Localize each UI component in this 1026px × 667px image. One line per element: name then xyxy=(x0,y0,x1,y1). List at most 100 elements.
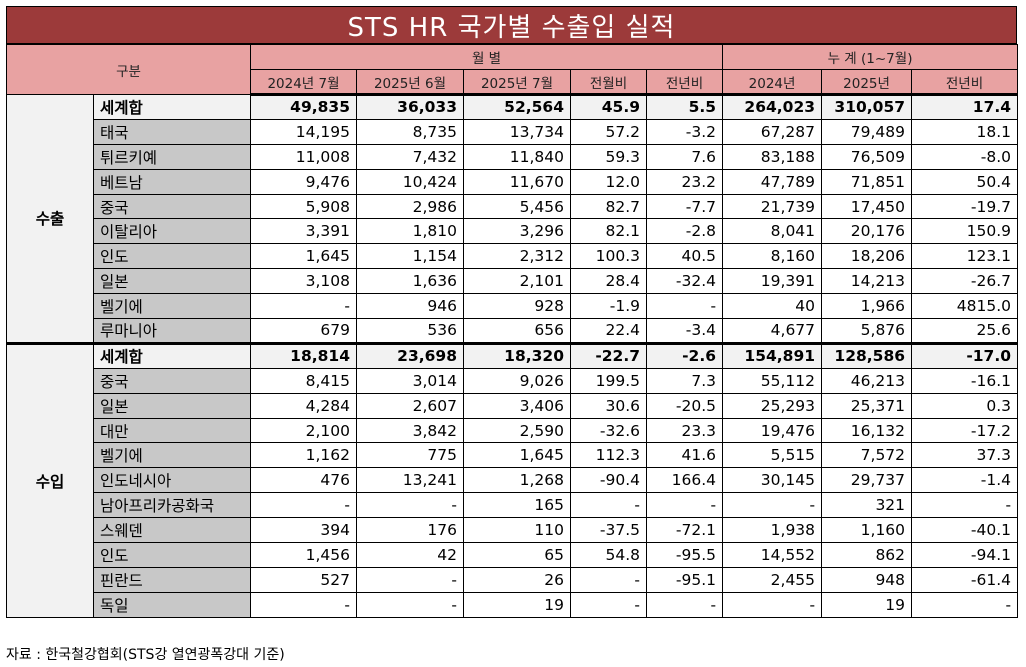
value-cell: 19,391 xyxy=(722,268,823,295)
value-cell: - xyxy=(356,492,464,519)
value-cell: 42 xyxy=(356,542,464,568)
country-name: 중국 xyxy=(93,367,251,394)
value-cell: - xyxy=(356,591,464,618)
value-cell: 25,293 xyxy=(722,392,823,419)
value-cell: -22.7 xyxy=(570,341,647,369)
value-cell: -17.2 xyxy=(911,417,1019,444)
value-cell: 3,014 xyxy=(356,367,464,394)
col-header: 2025년 7월 xyxy=(463,69,571,96)
value-cell: 928 xyxy=(463,293,571,320)
country-name: 스웨덴 xyxy=(93,517,251,544)
value-cell: - xyxy=(250,293,357,320)
country-name: 남아프리카공화국 xyxy=(93,492,251,519)
country-name: 튀르키예 xyxy=(93,143,251,170)
value-cell: 9,026 xyxy=(463,367,571,394)
value-cell: 46,213 xyxy=(821,367,913,394)
value-cell: 536 xyxy=(356,318,464,344)
country-name: 대만 xyxy=(93,417,251,444)
value-cell: 16,132 xyxy=(821,417,913,444)
value-cell: 1,160 xyxy=(821,517,913,544)
value-cell: 1,268 xyxy=(463,467,571,494)
value-cell: 3,842 xyxy=(356,417,464,444)
table-row: 수출 세계합 49,835 36,033 52,564 45.9 5.5 264,023 310… xyxy=(6,94,1019,344)
value-cell: 13,734 xyxy=(463,118,571,145)
country-name: 세계합 xyxy=(93,341,251,369)
value-cell: 2,607 xyxy=(356,392,464,419)
value-cell: 45.9 xyxy=(570,94,647,120)
value-cell: 1,162 xyxy=(250,442,357,469)
country-name: 루마니아 xyxy=(93,318,251,344)
trade-table: 구분 월 별 누 계 (1~7월) 2024년 7월 2025년 6월 2025… xyxy=(6,44,1019,618)
value-cell: 2,100 xyxy=(250,417,357,444)
value-cell: -19.7 xyxy=(911,193,1019,220)
value-cell: 76,509 xyxy=(821,143,913,170)
country-name: 일본 xyxy=(93,268,251,295)
value-cell: 57.2 xyxy=(570,118,647,145)
section-label: 수입 xyxy=(6,341,94,618)
col-header: 2025년 xyxy=(821,69,913,96)
table-row: 대만 2,100 3,842 2,590 -32.6 23.3 19,476 16,132 -1… xyxy=(7,417,1019,444)
value-cell: - xyxy=(722,492,823,519)
value-cell: 83,188 xyxy=(722,143,823,170)
value-cell: 150.9 xyxy=(911,218,1019,245)
value-cell: 2,590 xyxy=(463,417,571,444)
value-cell: 20,176 xyxy=(821,218,913,245)
value-cell: 165 xyxy=(463,492,571,519)
value-cell: 82.7 xyxy=(570,193,647,220)
title-bar: STS HR 국가별 수출입 실적 xyxy=(6,6,1017,44)
value-cell: 3,406 xyxy=(463,392,571,419)
value-cell: 52,564 xyxy=(463,94,571,120)
value-cell: 394 xyxy=(250,517,357,544)
value-cell: - xyxy=(570,591,647,618)
country-name: 일본 xyxy=(93,392,251,419)
value-cell: 54.8 xyxy=(570,542,647,568)
value-cell: 5,456 xyxy=(463,193,571,220)
value-cell: 8,735 xyxy=(356,118,464,145)
value-cell: 1,154 xyxy=(356,243,464,270)
table-row: 수입 세계합 18,814 23,698 18,320 -22.7 -2.6 154,891 1… xyxy=(6,341,1019,618)
value-cell: -61.4 xyxy=(911,566,1019,593)
value-cell: 3,296 xyxy=(463,218,571,245)
value-cell: 25.6 xyxy=(911,318,1019,344)
value-cell: 7.3 xyxy=(645,367,724,394)
value-cell: -32.6 xyxy=(570,417,647,444)
country-name: 인도 xyxy=(93,542,251,568)
value-cell: 14,195 xyxy=(250,118,357,145)
value-cell: 112.3 xyxy=(570,442,647,469)
value-cell: 23,698 xyxy=(356,341,464,369)
value-cell: -7.7 xyxy=(645,193,724,220)
table-row: 루마니아 679 536 656 22.4 -3.4 4,677 5,876 25.6 xyxy=(7,318,1019,344)
table-row: 인도 1,645 1,154 2,312 100.3 40.5 8,160 18,206 123… xyxy=(7,243,1019,270)
value-cell: 4,677 xyxy=(722,318,823,344)
value-cell: 47,789 xyxy=(722,168,823,195)
value-cell: 1,645 xyxy=(250,243,357,270)
table-row: 일본 3,108 1,636 2,101 28.4 -32.4 19,391 14,213 -2… xyxy=(7,268,1019,295)
value-cell: - xyxy=(645,591,724,618)
country-name: 세계합 xyxy=(93,94,251,120)
value-cell: - xyxy=(250,591,357,618)
section-label: 수출 xyxy=(6,94,94,344)
country-name: 핀란드 xyxy=(93,566,251,593)
value-cell: -94.1 xyxy=(911,542,1019,568)
value-cell: -16.1 xyxy=(911,367,1019,394)
col-header: 전년비 xyxy=(645,69,724,96)
col-header: 전년비 xyxy=(911,69,1019,96)
value-cell: 11,670 xyxy=(463,168,571,195)
table-row: 남아프리카공화국 - -165- - -321- xyxy=(7,492,1019,519)
value-cell: 5,876 xyxy=(821,318,913,344)
value-cell: 7,572 xyxy=(821,442,913,469)
value-cell: 2,101 xyxy=(463,268,571,295)
value-cell: 946 xyxy=(356,293,464,320)
value-cell: 7.6 xyxy=(645,143,724,170)
value-cell: -32.4 xyxy=(645,268,724,295)
table-row: 인도네시아 476 13,241 1,268 -90.4 166.4 30,145 29,73… xyxy=(7,467,1019,494)
value-cell: 30,145 xyxy=(722,467,823,494)
value-cell: - xyxy=(570,566,647,593)
value-cell: -37.5 xyxy=(570,517,647,544)
value-cell: -20.5 xyxy=(645,392,724,419)
table-row: 중국 5,908 2,986 5,456 82.7 -7.7 21,739 17,450 -19… xyxy=(7,193,1019,220)
value-cell: 50.4 xyxy=(911,168,1019,195)
value-cell: 476 xyxy=(250,467,357,494)
value-cell: 166.4 xyxy=(645,467,724,494)
col-header: 2025년 6월 xyxy=(356,69,464,96)
